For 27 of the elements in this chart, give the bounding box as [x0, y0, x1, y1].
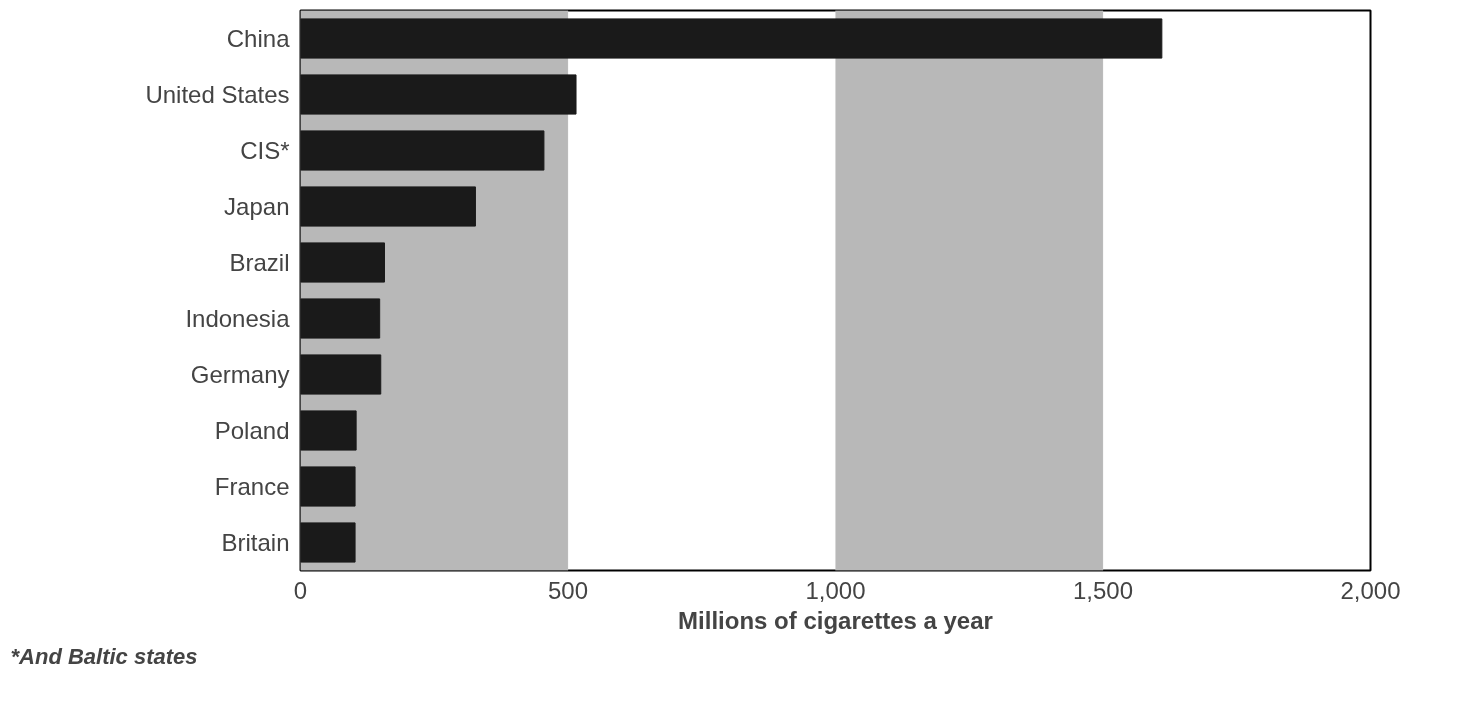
y-tick-label: Japan — [224, 193, 290, 220]
bar — [300, 74, 577, 115]
bar — [300, 242, 385, 283]
x-tick-label: 1,500 — [1072, 576, 1134, 604]
text: *And Baltic states — [10, 643, 198, 669]
x-tick-label: 0 — [293, 576, 308, 604]
bar — [300, 130, 545, 171]
bar — [300, 466, 356, 507]
bar — [300, 410, 357, 451]
bar — [300, 186, 476, 227]
x-tick-label: 2,000 — [1340, 576, 1401, 604]
bar — [300, 522, 356, 563]
x-tick-label: 1,000 — [805, 576, 866, 604]
bar — [300, 298, 381, 339]
y-tick-label: United States — [145, 81, 290, 108]
y-tick-label: Indonesia — [185, 305, 291, 332]
y-tick-label: Poland — [214, 417, 290, 444]
y-tick-label: Brazil — [229, 249, 290, 276]
x-axis-title: Millions of cigarettes a year — [678, 606, 993, 634]
y-tick-label: Britain — [221, 529, 290, 556]
y-tick-label: China — [226, 25, 291, 52]
bar — [300, 18, 1163, 59]
x-tick-label: 500 — [547, 576, 589, 604]
y-tick-label: Germany — [190, 361, 290, 388]
y-tick-label: France — [214, 473, 290, 500]
bar — [300, 354, 382, 395]
y-tick-label: CIS* — [240, 137, 290, 164]
